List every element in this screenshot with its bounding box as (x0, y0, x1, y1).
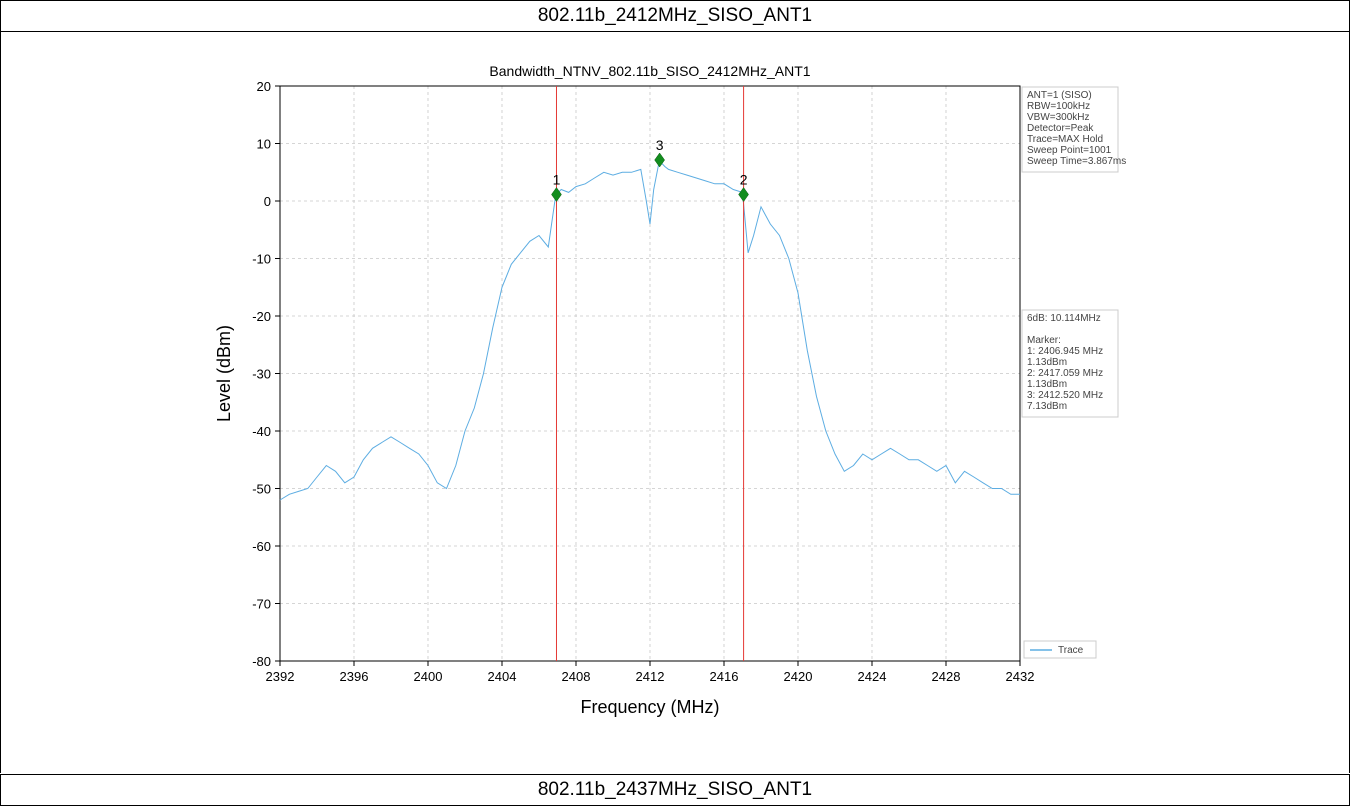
y-tick-label: -20 (252, 309, 271, 324)
y-tick-label: -60 (252, 539, 271, 554)
settings-box (1021, 86, 1119, 173)
x-tick-label: 2408 (562, 669, 591, 684)
legend-label: Trace (1058, 645, 1084, 656)
marker-info-line: 1.13dBm (1027, 379, 1067, 390)
marker-info-line: 7.13dBm (1027, 401, 1067, 412)
y-tick-label: -10 (252, 252, 271, 267)
y-tick-label: 0 (264, 194, 271, 209)
y-tick-label: -40 (252, 424, 271, 439)
marker-point (551, 187, 562, 202)
x-tick-label: 2428 (932, 669, 961, 684)
marker-info-line: 2: 2417.059 MHz (1027, 368, 1103, 379)
settings-line: Trace=MAX Hold (1027, 134, 1103, 145)
chart-title: Bandwidth_NTNV_802.11b_SISO_2412MHz_ANT1 (489, 63, 810, 79)
marker-info-line: 1.13dBm (1027, 357, 1067, 368)
y-tick-label: 10 (257, 137, 271, 152)
x-tick-label: 2416 (710, 669, 739, 684)
y-tick-label: -50 (252, 482, 271, 497)
marker-info-line: 6dB: 10.114MHz (1027, 313, 1101, 324)
x-tick-label: 2400 (414, 669, 443, 684)
marker-point (654, 152, 665, 168)
settings-line: ANT=1 (SISO) (1027, 90, 1092, 101)
legend-box (1023, 640, 1097, 659)
marker-info-box (1021, 309, 1119, 418)
y-tick-label: -80 (252, 654, 271, 669)
x-tick-label: 2420 (784, 669, 813, 684)
x-tick-label: 2396 (340, 669, 369, 684)
y-tick-label: 20 (257, 79, 271, 94)
marker-info-line: 3: 2412.520 MHz (1027, 390, 1103, 401)
settings-line: Sweep Time=3.867ms (1027, 156, 1126, 167)
x-axis-label: Frequency (MHz) (580, 697, 719, 717)
x-tick-label: 2412 (636, 669, 665, 684)
settings-line: RBW=100kHz (1027, 101, 1090, 112)
y-tick-label: -30 (252, 367, 271, 382)
settings-line: VBW=300kHz (1027, 112, 1090, 123)
y-tick-label: -70 (252, 597, 271, 612)
x-tick-label: 2392 (266, 669, 295, 684)
marker-label: 1 (553, 172, 561, 188)
marker-info-line: Marker: (1027, 335, 1061, 346)
x-tick-label: 2424 (858, 669, 887, 684)
settings-line: Detector=Peak (1027, 123, 1094, 134)
marker-point (738, 187, 749, 202)
y-axis-label: Level (dBm) (214, 325, 234, 422)
settings-line: Sweep Point=1001 (1027, 145, 1112, 156)
x-tick-label: 2404 (488, 669, 517, 684)
marker-label: 2 (740, 172, 748, 188)
x-tick-label: 2432 (1006, 669, 1035, 684)
trace-line (279, 159, 1020, 501)
marker-label: 3 (656, 137, 664, 153)
marker-info-line: 1: 2406.945 MHz (1027, 346, 1103, 357)
section-header-top: 802.11b_2412MHz_SISO_ANT1 (0, 0, 1350, 32)
